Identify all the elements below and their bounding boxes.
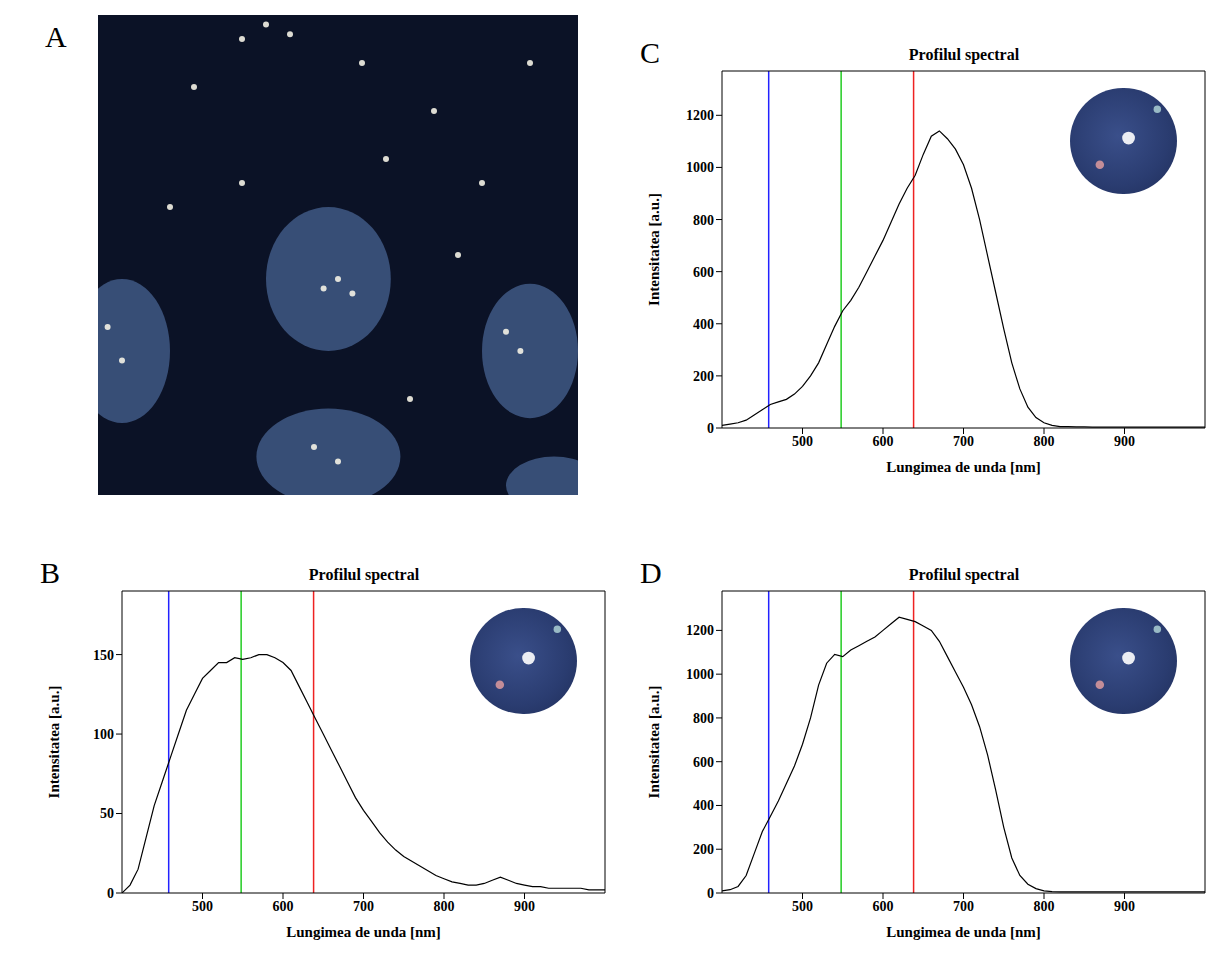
svg-text:1200: 1200 — [686, 623, 714, 638]
svg-text:1000: 1000 — [686, 160, 714, 175]
svg-text:0: 0 — [107, 886, 114, 901]
svg-text:600: 600 — [273, 899, 294, 914]
html-text:C: C — [640, 36, 660, 69]
svg-text:Lungimea de unda [nm]: Lungimea de unda [nm] — [286, 924, 441, 940]
svg-text:Lungimea de unda [nm]: Lungimea de unda [nm] — [886, 924, 1041, 940]
svg-text:700: 700 — [353, 899, 374, 914]
svg-text:500: 500 — [192, 899, 213, 914]
html-text:B: B — [40, 556, 60, 589]
svg-text:600: 600 — [693, 755, 714, 770]
svg-text:Intensitatea [a.u.]: Intensitatea [a.u.] — [646, 193, 662, 306]
svg-text:800: 800 — [1034, 899, 1055, 914]
svg-text:Lungimea de unda [nm]: Lungimea de unda [nm] — [886, 459, 1041, 475]
svg-text:800: 800 — [693, 213, 714, 228]
svg-text:150: 150 — [93, 648, 114, 663]
svg-text:500: 500 — [792, 434, 813, 449]
svg-text:600: 600 — [693, 265, 714, 280]
svg-text:100: 100 — [93, 727, 114, 742]
svg-text:Intensitatea [a.u.]: Intensitatea [a.u.] — [646, 686, 662, 799]
svg-text:500: 500 — [792, 899, 813, 914]
svg-text:600: 600 — [873, 434, 894, 449]
svg-text:700: 700 — [953, 899, 974, 914]
svg-text:700: 700 — [953, 434, 974, 449]
svg-text:400: 400 — [693, 317, 714, 332]
svg-text:900: 900 — [1114, 434, 1135, 449]
svg-text:900: 900 — [514, 899, 535, 914]
svg-text:1200: 1200 — [686, 108, 714, 123]
svg-text:800: 800 — [693, 711, 714, 726]
html-text:Profilul spectral: Profilul spectral — [908, 566, 1020, 583]
html-text:Profilul spectral: Profilul spectral — [908, 46, 1020, 63]
svg-text:800: 800 — [434, 899, 455, 914]
html-text:D: D — [640, 556, 662, 589]
html-text:A: A — [45, 20, 67, 53]
svg-text:200: 200 — [693, 842, 714, 857]
svg-text:Intensitatea [a.u.]: Intensitatea [a.u.] — [46, 686, 62, 799]
svg-text:200: 200 — [693, 369, 714, 384]
svg-text:600: 600 — [873, 899, 894, 914]
svg-text:0: 0 — [707, 421, 714, 436]
svg-text:0: 0 — [707, 886, 714, 901]
svg-text:900: 900 — [1114, 899, 1135, 914]
svg-text:800: 800 — [1034, 434, 1055, 449]
svg-text:1000: 1000 — [686, 667, 714, 682]
html-text:Profilul spectral: Profilul spectral — [308, 566, 420, 583]
svg-text:50: 50 — [100, 806, 114, 821]
svg-text:400: 400 — [693, 798, 714, 813]
